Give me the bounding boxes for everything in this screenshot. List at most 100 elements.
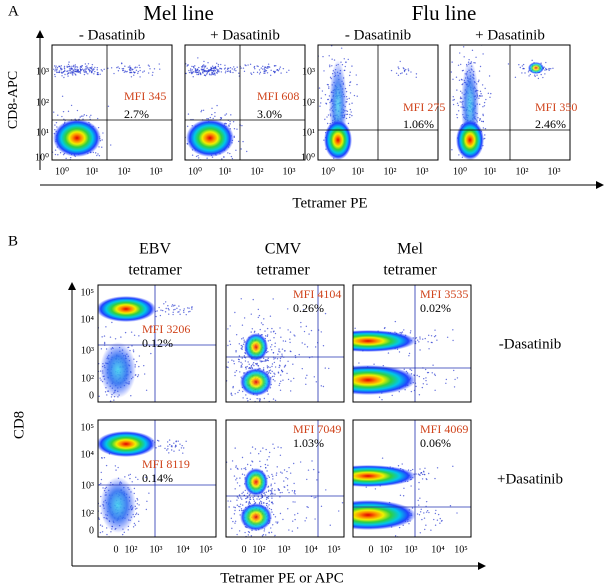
event-dot: [158, 63, 160, 65]
event-dot: [80, 115, 83, 117]
event-dot: [173, 442, 175, 444]
event-dot: [350, 336, 351, 337]
y-tick-label: 0: [89, 390, 94, 401]
event-dot: [194, 71, 196, 73]
event-dot: [274, 380, 276, 382]
event-dot: [126, 70, 128, 73]
event-dot: [348, 97, 350, 100]
event-dot: [73, 64, 75, 67]
event-dot: [117, 66, 119, 68]
event-dot: [45, 124, 46, 125]
event-dot: [265, 467, 267, 469]
event-dot: [97, 126, 100, 129]
event-dot: [133, 74, 135, 76]
event-dot: [356, 83, 358, 86]
event-dot: [415, 385, 417, 388]
event-dot: [203, 65, 206, 67]
event-dot: [347, 473, 348, 474]
event-dot: [289, 350, 292, 352]
event-dot: [209, 68, 212, 71]
event-dot: [232, 385, 234, 388]
event-dot: [204, 65, 207, 67]
event-dot: [250, 535, 253, 537]
event-dot: [274, 345, 276, 348]
event-dot: [241, 492, 243, 495]
event-dot: [440, 520, 443, 522]
event-dot: [445, 382, 447, 384]
event-dot: [234, 68, 236, 70]
event-dot: [230, 517, 233, 520]
event-dot: [180, 447, 183, 449]
event-dot: [95, 517, 96, 518]
event-dot: [269, 489, 272, 492]
event-dot: [101, 531, 104, 533]
event-dot: [287, 329, 289, 331]
event-dot: [272, 378, 275, 381]
event-dot: [340, 525, 341, 526]
event-dot: [287, 508, 289, 510]
event-dot: [233, 363, 236, 365]
event-dot: [301, 342, 303, 344]
event-dot: [271, 365, 273, 368]
event-dot: [245, 64, 247, 67]
x-tick-label: 10³: [283, 166, 296, 177]
event-dot: [126, 539, 127, 540]
event-dot: [259, 450, 262, 452]
event-dot: [229, 71, 232, 74]
event-dot: [461, 79, 463, 81]
event-dot: [336, 484, 337, 485]
event-dot: [271, 344, 273, 346]
event-dot: [251, 367, 253, 369]
event-dot: [219, 116, 222, 119]
event-dot: [81, 65, 83, 67]
event-dot: [120, 62, 123, 64]
event-dot: [67, 110, 70, 113]
event-dot: [205, 73, 208, 75]
event-dot: [253, 500, 256, 502]
event-dot: [410, 485, 412, 487]
event-dot: [265, 498, 268, 501]
event-dot: [328, 87, 330, 90]
event-dot: [269, 369, 272, 371]
event-dot: [240, 497, 242, 499]
event-dot: [329, 65, 331, 68]
event-dot: [234, 520, 237, 522]
event-dot: [485, 98, 487, 101]
event-dot: [405, 68, 407, 71]
event-dot: [176, 70, 177, 71]
event-dot: [268, 476, 271, 479]
event-dot: [66, 65, 68, 67]
event-dot: [80, 164, 81, 165]
event-dot: [459, 97, 462, 100]
event-dot: [456, 113, 458, 116]
event-dot: [175, 440, 177, 443]
event-dot: [272, 503, 274, 505]
event-dot: [480, 120, 483, 123]
event-dot: [426, 371, 429, 374]
event-dot: [235, 466, 237, 468]
event-dot: [328, 22, 329, 23]
event-dot: [210, 66, 212, 69]
event-dot: [265, 534, 267, 536]
event-dot: [301, 414, 302, 415]
event-dot: [425, 524, 427, 526]
event-dot: [129, 477, 131, 480]
y-tick-label: 10⁵: [81, 422, 95, 433]
event-dot: [381, 399, 383, 401]
event-dot: [524, 72, 526, 74]
percent-label: 0.26%: [293, 301, 324, 315]
event-dot: [199, 72, 202, 75]
event-dot: [60, 65, 62, 67]
event-dot: [79, 72, 82, 74]
event-dot: [458, 154, 460, 156]
event-dot: [306, 478, 308, 481]
event-dot: [202, 70, 204, 73]
event-dot: [152, 71, 154, 74]
event-dot: [422, 470, 425, 473]
density-plot: [318, 22, 438, 160]
event-dot: [167, 445, 169, 447]
event-dot: [137, 72, 139, 75]
event-dot: [158, 445, 160, 448]
event-dot: [72, 74, 74, 76]
event-dot: [264, 494, 266, 496]
